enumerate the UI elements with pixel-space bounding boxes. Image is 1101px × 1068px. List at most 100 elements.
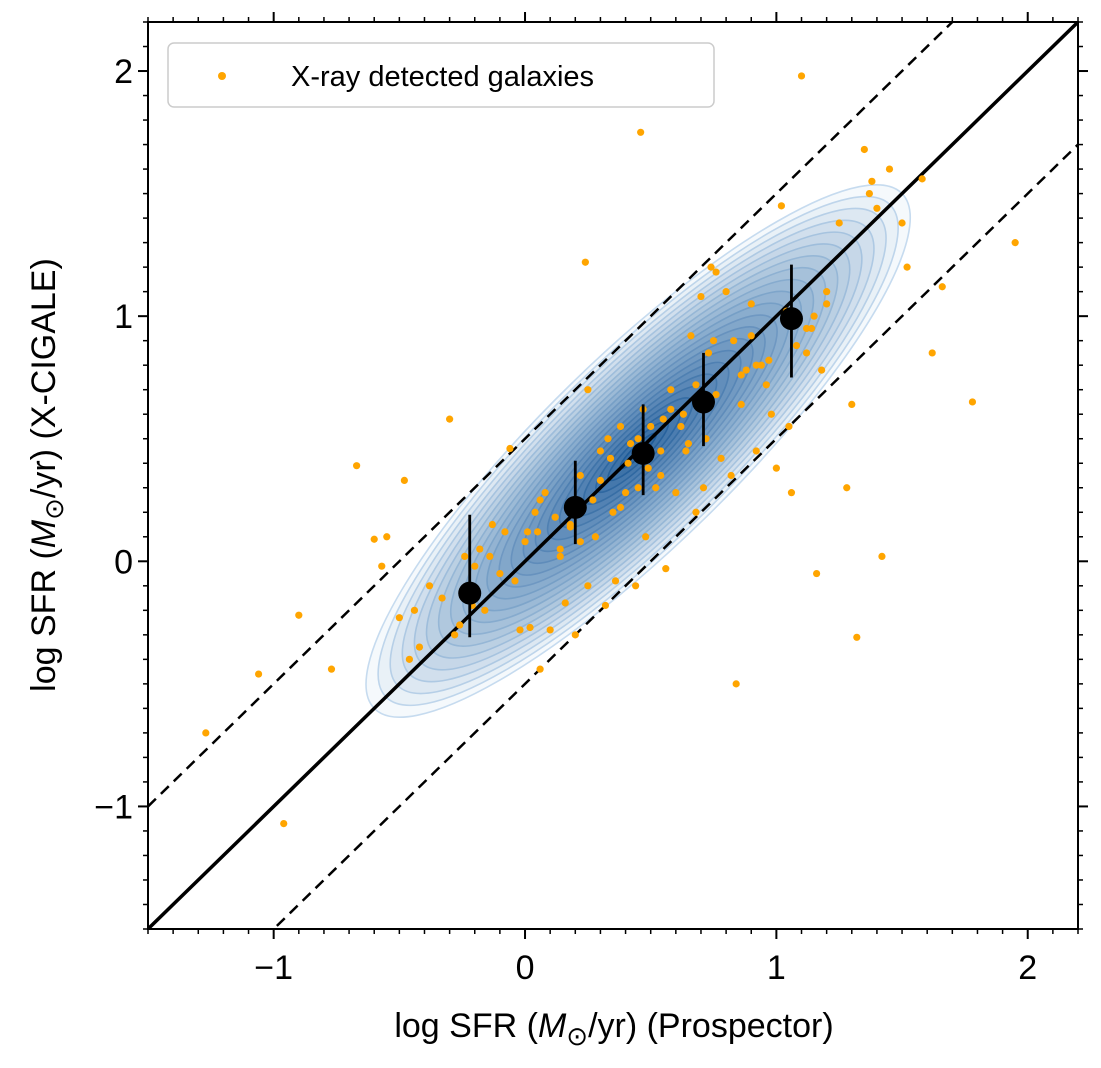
legend: X-ray detected galaxies: [167, 42, 715, 108]
scatter-point: [566, 520, 574, 529]
scatter-point: [677, 422, 685, 431]
scatter-point: [682, 447, 690, 455]
scatter-point: [812, 569, 821, 578]
scatter-point: [747, 332, 755, 340]
scatter-point: [657, 471, 665, 480]
scatter-point: [807, 324, 816, 333]
scatter-point: [280, 819, 288, 828]
scatter-point: [451, 631, 459, 639]
scatter-point: [679, 410, 687, 418]
scatter-point: [752, 361, 760, 369]
scatter-point: [765, 356, 773, 364]
scatter-point: [254, 670, 263, 678]
scatter-point: [516, 626, 524, 634]
scatter-point: [571, 631, 579, 639]
scatter-point: [591, 533, 600, 541]
y-tick-label: 1: [114, 298, 133, 336]
axis-ticks: −1 0 1 2 −1 0 1 2: [94, 12, 1088, 987]
scatter-point: [697, 292, 705, 301]
legend-box: [167, 42, 715, 108]
scatter-point: [762, 381, 770, 389]
scatter-point: [730, 337, 738, 345]
scatter-point: [556, 545, 564, 553]
scatter-point: [446, 415, 454, 423]
scatter-point: [606, 454, 615, 462]
x-tick-label: 0: [516, 949, 535, 987]
scatter-point: [496, 569, 504, 578]
scatter-point: [400, 476, 408, 485]
scatter-point: [521, 538, 529, 546]
scatter-point: [657, 447, 665, 455]
scatter-point: [611, 577, 620, 585]
scatter-point: [742, 366, 750, 374]
one-to-one-line: [148, 22, 1078, 929]
scatter-point: [501, 528, 509, 536]
scatter-point: [699, 484, 708, 492]
scatter-point: [626, 440, 635, 448]
scatter-point: [581, 258, 589, 266]
scatter-point: [576, 471, 584, 480]
scatter-point: [878, 552, 886, 560]
scatter-point: [747, 300, 755, 308]
legend-marker: [218, 72, 226, 80]
scatter-point: [604, 435, 612, 443]
scatter-point: [777, 202, 786, 210]
scatter-point: [662, 565, 670, 573]
scatter-point: [835, 219, 843, 227]
scatter-point: [712, 391, 720, 399]
scatter-point: [471, 562, 479, 570]
upper-offset-line: [148, 22, 955, 808]
lower-offset-line: [271, 143, 1078, 929]
scatter-point: [621, 489, 630, 497]
scatter-point: [438, 594, 446, 602]
scatter-point: [767, 410, 775, 418]
scatter-point: [868, 177, 876, 185]
scatter-points: [202, 72, 1019, 828]
scatter-point: [667, 386, 675, 394]
scatter-point: [576, 538, 584, 546]
scatter-point: [637, 128, 645, 136]
scatter-point: [526, 623, 534, 632]
scatter-point: [707, 263, 715, 271]
median-point: [458, 581, 482, 605]
scatter-point: [968, 398, 977, 406]
scatter-point: [757, 361, 765, 369]
scatter-point: [609, 508, 617, 516]
scatter-point: [533, 528, 542, 536]
scatter-point: [405, 655, 414, 663]
median-point: [563, 495, 587, 519]
scatter-point: [903, 263, 911, 271]
scatter-point: [938, 283, 946, 291]
scatter-point: [823, 300, 831, 308]
scatter-point: [785, 422, 793, 431]
scatter-point: [488, 520, 496, 529]
scatter-point: [551, 513, 559, 521]
scatter-point: [772, 464, 780, 472]
scatter-point: [476, 545, 484, 553]
scatter-point: [860, 145, 868, 154]
scatter-point: [644, 464, 652, 472]
x-axis-label: log SFR (M⊙/yr) (Prospector): [394, 1007, 833, 1051]
x-tick-label: −1: [254, 949, 293, 987]
scatter-point: [536, 665, 544, 673]
scatter-point: [295, 611, 303, 619]
median-point: [631, 441, 655, 465]
binned-medians: [458, 264, 803, 638]
scatter-point: [410, 606, 419, 614]
scatter-point: [486, 552, 494, 560]
scatter-point: [928, 349, 936, 357]
plot-frame: [147, 21, 1079, 930]
scatter-point: [692, 381, 700, 389]
scatter-point: [561, 599, 569, 607]
y-tick-label: 2: [114, 53, 133, 91]
scatter-point: [752, 447, 760, 455]
scatter-point: [709, 337, 718, 345]
scatter-point: [584, 386, 592, 394]
scatter-point: [873, 204, 881, 212]
scatter-point: [596, 476, 605, 485]
scatter-point: [616, 503, 625, 511]
scatter-point: [511, 577, 519, 585]
scatter-point: [632, 582, 640, 590]
scatter-point: [531, 508, 539, 516]
